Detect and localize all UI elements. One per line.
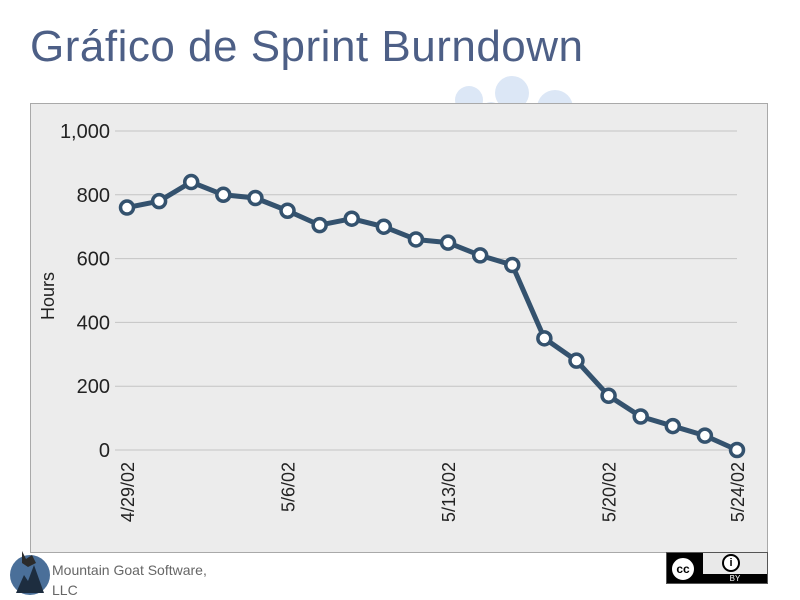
x-tick-label: 5/13/02 xyxy=(439,462,459,522)
chart-panel xyxy=(30,103,768,553)
data-point xyxy=(568,352,585,369)
data-point xyxy=(504,256,521,274)
data-point xyxy=(536,330,553,347)
y-tick-label: 200 xyxy=(77,376,110,398)
series-points xyxy=(118,173,746,459)
mountain-goat-logo xyxy=(10,551,50,595)
y-tick-label: 600 xyxy=(77,249,110,271)
x-tick-label: 5/6/02 xyxy=(279,462,299,512)
footer-company-line1: Mountain Goat Software, xyxy=(52,562,207,578)
data-point xyxy=(439,234,457,251)
y-tick-label: 800 xyxy=(77,185,110,207)
data-point xyxy=(150,192,168,210)
data-point xyxy=(343,210,360,227)
series-line-path xyxy=(126,179,739,453)
data-point xyxy=(311,216,328,234)
y-tick-label: 1,000 xyxy=(60,121,110,143)
cc-icon: cc xyxy=(670,556,696,582)
data-point xyxy=(696,427,714,444)
x-tick-labels: 4/29/02 5/6/02 5/13/02 5/20/02 5/24/02 xyxy=(118,462,748,522)
data-point xyxy=(247,189,264,207)
creative-commons-badge: cc i BY xyxy=(666,552,768,584)
x-tick-label: 4/29/02 xyxy=(118,462,138,522)
data-point xyxy=(118,199,136,216)
data-point xyxy=(375,218,393,235)
grid-lines xyxy=(115,130,737,451)
footer-company: Mountain Goat Software, LLC xyxy=(52,560,207,600)
data-point xyxy=(279,202,296,219)
page-title: Gráfico de Sprint Burndown xyxy=(30,22,584,71)
x-tick-label: 5/20/02 xyxy=(600,462,620,522)
data-point xyxy=(215,186,232,204)
data-point xyxy=(600,387,617,405)
y-tick-label: 0 xyxy=(99,440,110,462)
data-point xyxy=(728,441,746,459)
x-tick-label: 5/24/02 xyxy=(728,462,748,522)
attribution-icon: i xyxy=(722,554,740,572)
series-line xyxy=(126,179,739,453)
data-point xyxy=(664,417,682,435)
data-point xyxy=(471,247,489,264)
by-label: BY xyxy=(703,574,767,583)
data-point xyxy=(182,173,200,191)
footer-company-line2: LLC xyxy=(52,582,78,598)
y-tick-labels: 0 200 400 600 800 1,000 xyxy=(60,121,110,462)
y-tick-label: 400 xyxy=(77,312,110,334)
data-point xyxy=(632,408,649,425)
data-point xyxy=(407,231,425,248)
